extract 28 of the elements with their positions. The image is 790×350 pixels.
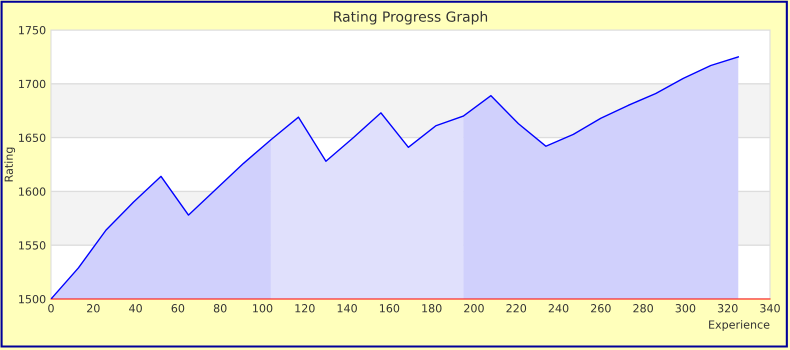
x-tick-label: 60 (172, 304, 184, 312)
line-series (51, 56, 739, 299)
x-tick-label: 180 (422, 304, 442, 312)
x-tick-label: 80 (214, 304, 227, 312)
y-tick-label: 1750 (19, 26, 46, 34)
y-axis-title: Rating (4, 148, 16, 182)
x-tick-label: 200 (464, 304, 484, 312)
y-tick-label: 1650 (19, 134, 46, 142)
x-tick-label: 0 (48, 304, 54, 312)
y-tick-label: 1550 (19, 241, 46, 250)
y-tick-label: 1500 (19, 294, 46, 304)
x-tick-label: 300 (676, 304, 696, 312)
x-tick-label: 120 (295, 304, 315, 312)
y-tick-label: 1700 (19, 80, 46, 88)
y-tick-label: 1600 (19, 187, 46, 196)
x-tick-label: 260 (591, 304, 611, 312)
x-axis-title: Experience (709, 320, 770, 331)
x-tick-label: 220 (506, 304, 526, 312)
x-tick-label: 140 (338, 304, 357, 312)
x-tick-label: 340 (760, 304, 780, 312)
x-tick-label: 100 (253, 304, 272, 312)
x-tick-label: 320 (718, 304, 738, 312)
x-tick-label: 160 (380, 304, 400, 312)
x-tick-label: 40 (129, 304, 142, 312)
x-tick-label: 280 (633, 304, 653, 312)
chart-title: Rating Progress Graph (334, 11, 488, 25)
x-tick-label: 20 (87, 304, 100, 312)
x-tick-label: 240 (548, 304, 568, 312)
